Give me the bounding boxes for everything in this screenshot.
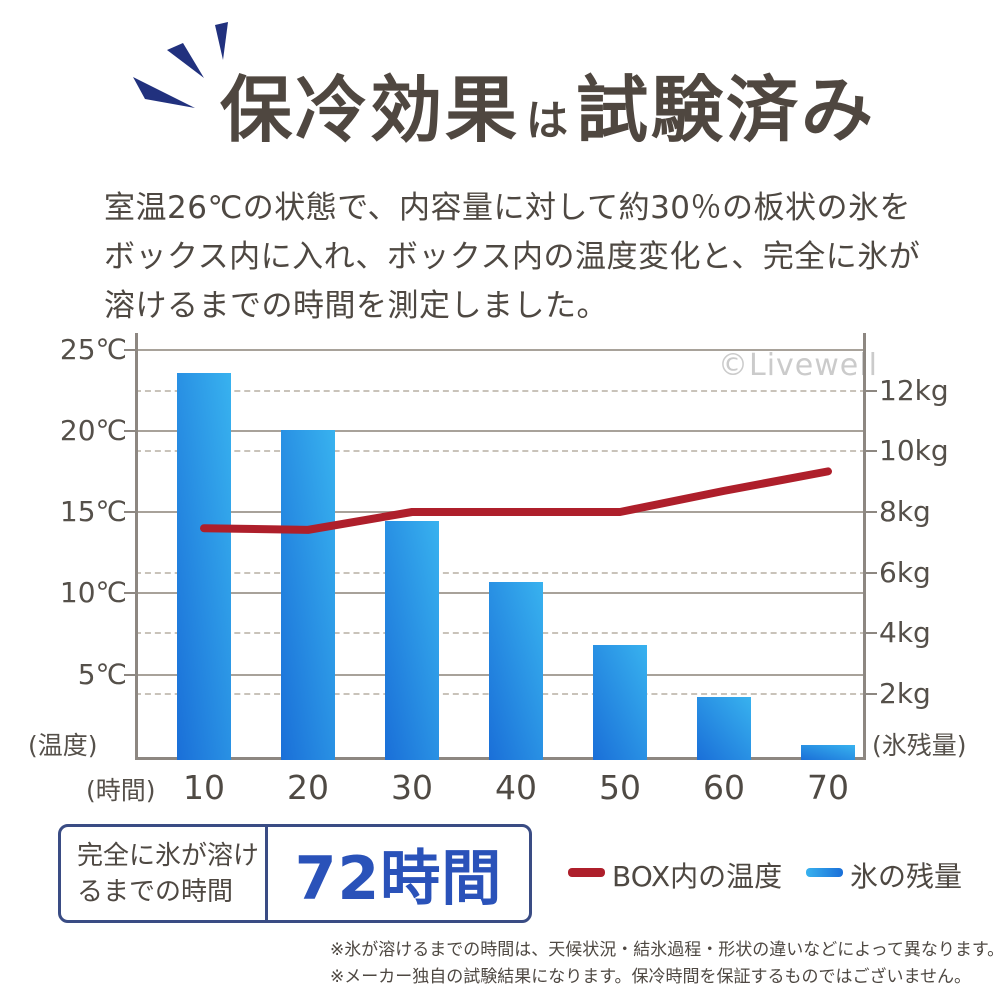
watermark: ©Livewell [718,348,878,383]
left-axis-tick-label: 10℃ [59,576,127,610]
intro-paragraph: 室温26℃の状態で、内容量に対して約30％の板状の氷を ボックス内に入れ、ボック… [104,184,920,331]
legend-line-label: BOX内の温度 [612,860,783,893]
x-axis-tick-label: 50 [599,768,641,807]
bar-ice-60h [697,696,751,760]
result-label-line2: るまでの時間 [77,876,234,907]
temperature-line [200,467,832,534]
flash-stroke-middle [167,43,204,78]
right-axis-tick [866,511,877,513]
y-axis-left [135,333,138,760]
intro-line-3: 溶けるまでの時間を測定しました。 [104,288,608,324]
bar-ice-10h [177,372,231,760]
gridline-12kg [135,389,866,392]
left-axis-tick [124,511,135,513]
bar-ice-70h [801,745,855,760]
legend-line-swatch [568,868,605,877]
bar-ice-40h [489,581,543,760]
left-axis-tick-label: 20℃ [59,413,127,447]
intro-line-1: 室温26℃の状態で、内容量に対して約30％の板状の氷を [104,190,912,226]
x-axis-tick-label: 30 [391,768,433,807]
x-axis-unit-label: (時間) [86,776,156,805]
chart-canvas: (温度) (時間) (氷残量) ©Livewell 12kg 10kg 8kg 6kg… [0,330,1000,810]
left-axis-tick [124,592,135,595]
x-axis-tick-label: 70 [807,768,849,807]
left-axis-tick-label: 5℃ [77,657,127,691]
right-axis-tick-label: 8kg [879,495,931,528]
left-axis-unit-label: (温度) [28,731,98,760]
legend-bar-label: 氷の残量 [850,860,963,893]
x-axis-tick-label: 60 [703,768,745,807]
right-axis-tick-label: 2kg [879,676,931,710]
gridline-25c [135,348,866,351]
gridline-10kg [135,450,866,453]
right-axis-unit-label: (氷残量) [872,731,967,760]
right-axis-tick-label: 10kg [879,434,949,468]
left-axis-tick [124,348,135,351]
x-axis-tick-label: 20 [287,768,329,807]
right-axis-tick [866,692,877,695]
result-label-line1: 完全に氷が溶け [77,840,260,871]
result-box: 完全に氷が溶け るまでの時間 72時間 [58,824,532,923]
right-axis-tick [866,571,877,574]
footnotes: ※氷が溶けるまでの時間は、天候状況・結氷過程・形状の違いなどによって異なります。… [330,937,1000,991]
left-axis-tick-label: 25℃ [59,332,127,366]
result-label: 完全に氷が溶け るまでの時間 [61,827,268,920]
gridline-6kg [135,571,866,574]
intro-line-2: ボックス内に入れ、ボックス内の温度変化と、完全に氷が [104,239,921,275]
right-axis-tick-label: 4kg [879,616,931,650]
right-axis-tick-label: 12kg [879,373,949,407]
flash-stroke-left [133,77,195,108]
title-particle: は [526,96,569,145]
x-axis-tick-label: 10 [183,768,225,807]
right-axis-tick-label: 6kg [879,555,931,589]
left-axis-tick [124,429,135,432]
right-axis-tick [866,389,877,392]
legend-bar-swatch [806,868,843,877]
bar-ice-20h [281,430,335,760]
gridline-20c [135,429,866,432]
footnote-1: ※氷が溶けるまでの時間は、天候状況・結氷過程・形状の違いなどによって異なります。 [330,940,1000,960]
page-title: 保冷効果 は 試験済み [220,74,876,146]
result-value: 72時間 [294,844,503,914]
left-axis-tick-label: 15℃ [59,495,127,528]
title-rest: 試験済み [576,68,877,152]
emphasis-flash-icon [133,22,228,108]
flash-stroke-right [215,22,228,60]
footnote-2: ※メーカー独自の試験結果になります。保冷時間を保証するものではございません。 [330,967,972,987]
left-axis-tick [124,673,135,676]
right-axis-tick [866,450,877,453]
bar-ice-30h [385,521,439,760]
bar-ice-50h [593,645,647,760]
title-main: 保冷効果 [220,68,521,152]
x-axis-tick-label: 40 [495,768,537,807]
y-axis-right [863,333,866,760]
right-axis-tick [866,632,877,635]
